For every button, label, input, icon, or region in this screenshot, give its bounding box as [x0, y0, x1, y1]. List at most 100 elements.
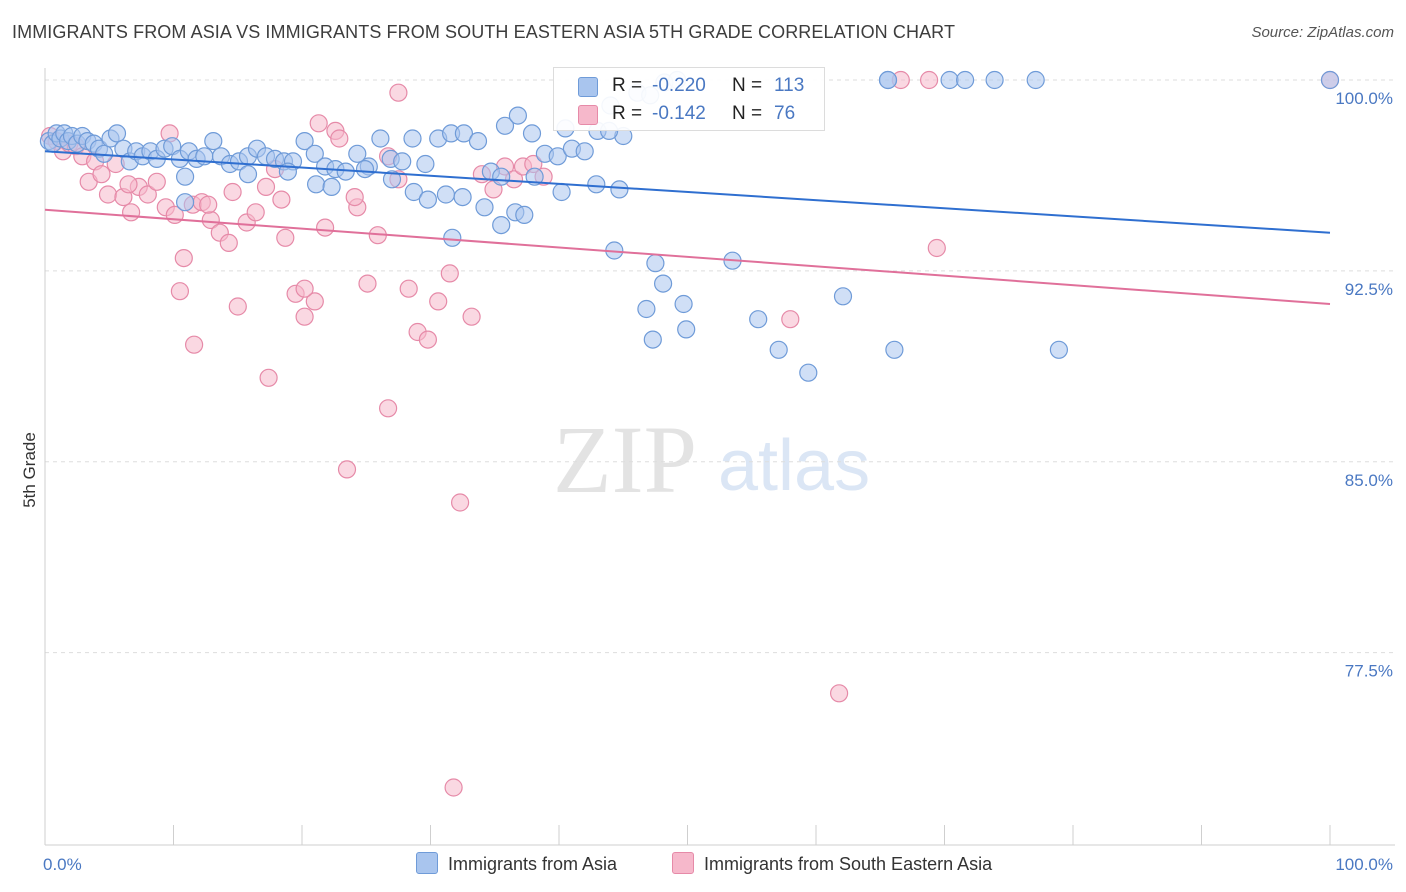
asia-point: [176, 193, 195, 212]
asia-point: [416, 154, 435, 174]
southeast-asia-point: [337, 460, 357, 479]
asia-point: [382, 170, 402, 189]
asia-point: [677, 320, 696, 339]
legend-swatch-southeast-asia: [672, 852, 694, 874]
southeast-asia-point: [781, 310, 800, 329]
asia-point: [646, 254, 665, 273]
asia-point: [295, 132, 314, 151]
x-tick-label: 0.0%: [43, 855, 82, 874]
southeast-asia-point: [451, 493, 470, 512]
legend-swatch-asia: [416, 852, 438, 874]
y-axis-label: 5th Grade: [20, 432, 39, 508]
southeast-asia-point: [444, 778, 463, 797]
southeast-asia-point: [170, 282, 189, 301]
legend-label-asia: Immigrants from Asia: [448, 854, 618, 874]
southeast-asia-point: [228, 297, 247, 316]
asia-point: [492, 167, 511, 186]
asia-point: [107, 124, 127, 143]
y-tick-label: 85.0%: [1345, 471, 1393, 490]
southeast-asia-point: [389, 83, 408, 102]
asia-point: [552, 182, 571, 202]
asia-point: [508, 106, 528, 125]
southeast-asia-point: [219, 233, 238, 252]
legend-swatch-southeast-asia: [578, 105, 598, 125]
asia-point: [878, 70, 898, 90]
asia-point: [522, 124, 542, 143]
asia-point: [436, 185, 455, 204]
asia-point: [355, 160, 375, 179]
asia-point: [955, 70, 975, 90]
southeast-asia-point: [309, 114, 328, 133]
r-value: -0.142: [652, 103, 706, 124]
asia-point: [643, 330, 662, 349]
asia-point: [468, 132, 488, 151]
asia-point: [475, 198, 494, 217]
chart-title: IMMIGRANTS FROM ASIA VS IMMIGRANTS FROM …: [12, 22, 956, 42]
y-tick-label: 77.5%: [1345, 662, 1393, 681]
southeast-asia-point: [829, 684, 849, 703]
asia-point: [453, 188, 472, 207]
southeast-asia-point: [316, 218, 335, 237]
asia-point: [1320, 70, 1340, 90]
southeast-asia-point: [295, 307, 314, 326]
asia-point: [548, 147, 567, 166]
southeast-asia-point: [147, 172, 166, 191]
asia-point: [443, 228, 462, 247]
stats-legend: R = -0.220 N = 113 R = -0.142 N = 76: [553, 67, 825, 131]
trend-line-asia: [44, 150, 1331, 234]
southeast-asia-point: [429, 292, 448, 311]
southeast-asia-point: [440, 264, 459, 283]
southeast-asia-point: [345, 188, 364, 207]
southeast-asia-point: [462, 307, 481, 326]
asia-point: [1049, 340, 1069, 359]
southeast-asia-point: [358, 274, 377, 293]
asia-point: [674, 294, 693, 314]
southeast-asia-point: [418, 330, 437, 349]
asia-point: [885, 340, 904, 359]
n-value: 113: [774, 75, 805, 96]
x-tick-label: 100.0%: [1335, 855, 1393, 874]
trend-line-southeast-asia: [44, 208, 1331, 305]
legend-item-asia: Immigrants from Asia: [416, 852, 617, 875]
asia-point: [610, 180, 629, 199]
southeast-asia-point: [295, 279, 314, 298]
stats-row-southeast-asia: R = -0.142 N = 76: [554, 101, 824, 127]
southeast-asia-point: [276, 228, 295, 247]
asia-point: [799, 363, 818, 382]
axes: [44, 68, 1395, 846]
trend-lines: [44, 150, 1331, 305]
asia-point: [515, 205, 534, 224]
southeast-asia-point: [138, 185, 157, 204]
watermark: ZIP atlas: [553, 406, 870, 513]
asia-point: [418, 190, 437, 209]
southeast-asia-point: [272, 190, 291, 209]
asia-point: [393, 152, 412, 171]
asia-point: [940, 70, 959, 90]
legend-label-southeast-asia: Immigrants from South Eastern Asia: [704, 854, 993, 874]
southeast-asia-point: [305, 292, 324, 311]
asia-point: [637, 299, 656, 319]
watermark-atlas: atlas: [718, 426, 870, 506]
watermark-zip: ZIP: [553, 406, 697, 513]
asia-point: [492, 216, 511, 235]
southeast-asia-point: [259, 368, 278, 387]
asia-point: [653, 274, 673, 293]
asia-point: [769, 340, 788, 359]
r-value: -0.220: [652, 75, 706, 96]
asia-point: [833, 287, 853, 306]
asia-point: [238, 165, 258, 184]
stats-row-asia: R = -0.220 N = 113: [554, 73, 824, 99]
southeast-asia-point: [919, 70, 939, 90]
n-label: N =: [732, 103, 763, 124]
asia-point: [322, 177, 341, 196]
southeast-asia-point: [185, 335, 204, 354]
asia-point: [176, 167, 195, 186]
southeast-asia-point: [92, 165, 111, 184]
southeast-asia-point: [927, 238, 946, 258]
y-tick-label: 100.0%: [1335, 89, 1393, 108]
asia-point: [1026, 70, 1045, 90]
legend-item-southeast-asia: Immigrants from South Eastern Asia: [672, 852, 992, 875]
asia-point: [371, 129, 390, 148]
y-tick-label: 92.5%: [1345, 280, 1393, 299]
asia-point: [495, 116, 515, 135]
